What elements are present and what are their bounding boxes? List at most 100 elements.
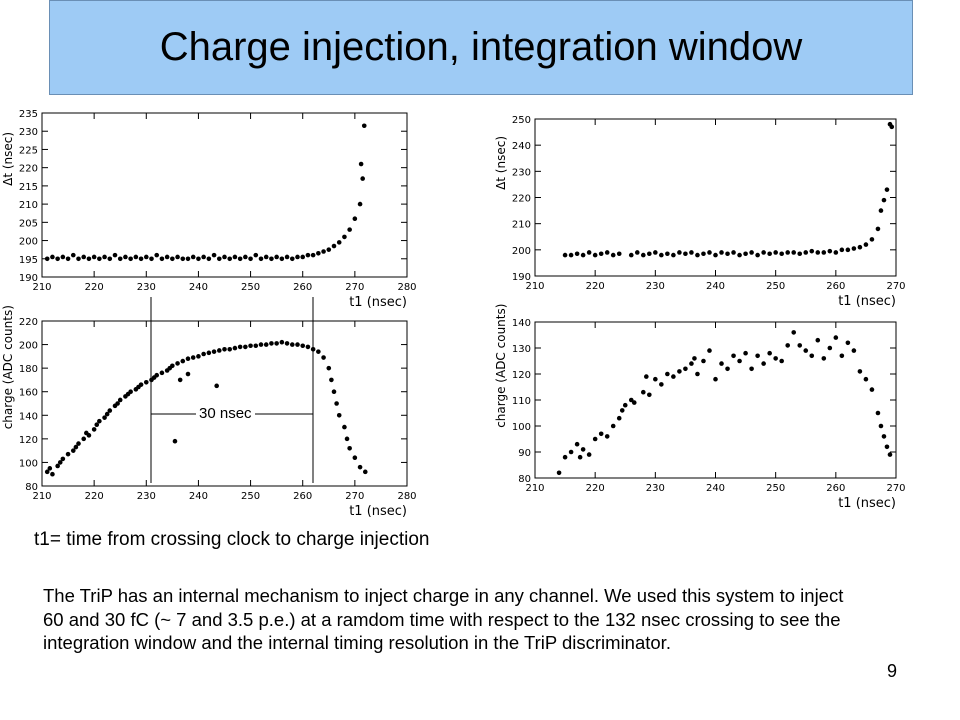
y-tick-label: 80	[518, 474, 531, 485]
chart-charge-bottom-left: 210 220 230 240 250 260 270 280 80 100 120 140 160 18…	[1, 305, 417, 519]
data-point	[610, 423, 616, 429]
data-point	[692, 356, 697, 361]
x-tick-label: 260	[293, 491, 312, 502]
data-point	[586, 250, 592, 255]
data-point	[785, 343, 790, 348]
data-point	[159, 256, 165, 262]
data-point	[821, 250, 827, 255]
data-point	[610, 252, 616, 258]
data-point	[133, 254, 139, 260]
data-point	[665, 251, 670, 257]
data-point	[352, 216, 358, 221]
data-point	[284, 254, 290, 260]
data-point	[671, 374, 676, 379]
data-point	[619, 408, 625, 413]
y-tick-label: 230	[19, 127, 38, 138]
data-point	[767, 350, 772, 356]
data-point	[73, 444, 79, 450]
data-point	[316, 251, 321, 256]
data-point	[358, 161, 364, 167]
data-point	[361, 123, 367, 129]
y-tick-label: 195	[19, 255, 38, 266]
data-point	[128, 389, 133, 395]
data-point	[211, 349, 217, 354]
data-point	[357, 464, 363, 470]
data-point	[737, 252, 742, 258]
data-point	[671, 252, 676, 258]
data-point	[172, 438, 178, 444]
data-point	[321, 355, 326, 360]
data-point	[761, 250, 766, 255]
x-tick-label: 220	[85, 491, 104, 502]
data-point	[222, 254, 227, 260]
data-point	[875, 226, 881, 232]
data-point	[878, 208, 884, 213]
data-point	[190, 254, 196, 260]
x-tick-label: 250	[241, 282, 260, 293]
y-tick-label: 205	[19, 218, 38, 229]
data-point	[647, 251, 652, 257]
data-point	[857, 369, 863, 374]
data-point	[731, 353, 736, 359]
data-point	[232, 254, 238, 260]
data-point	[352, 455, 358, 461]
x-tick-label: 210	[32, 491, 51, 502]
data-point	[815, 250, 821, 255]
data-point	[809, 248, 815, 254]
data-point	[196, 354, 201, 359]
data-point	[574, 441, 580, 447]
x-axis-label: t1 (nsec)	[838, 294, 896, 309]
data-point	[50, 471, 55, 477]
data-point	[263, 342, 269, 347]
x-tick-label: 270	[345, 491, 364, 502]
data-point	[580, 252, 586, 258]
x-tick-label: 250	[766, 483, 785, 494]
data-point	[300, 254, 306, 260]
data-point	[97, 418, 102, 424]
x-axis-label: t1 (nsec)	[349, 295, 407, 310]
data-point	[743, 350, 748, 356]
data-point	[331, 389, 337, 395]
slide-title: Charge injection, integration window	[159, 25, 803, 69]
y-tick-label: 120	[512, 370, 531, 381]
data-point	[44, 256, 50, 262]
data-point	[562, 252, 568, 258]
data-point	[659, 382, 664, 387]
data-point	[863, 376, 869, 382]
data-point	[887, 452, 893, 457]
y-tick-label: 160	[19, 388, 38, 399]
plot-frame	[41, 320, 408, 487]
x-tick-label: 270	[886, 281, 905, 292]
data-point	[851, 246, 857, 251]
x-axis-label: t1 (nsec)	[349, 504, 407, 519]
data-point	[803, 348, 809, 353]
data-point	[683, 366, 688, 372]
data-point	[761, 361, 766, 366]
data-point	[107, 256, 113, 262]
data-point	[884, 187, 890, 192]
data-point	[143, 254, 149, 260]
data-point	[598, 251, 604, 257]
data-point	[604, 434, 610, 439]
x-tick-label: 260	[826, 281, 845, 292]
x-tick-label: 210	[32, 282, 51, 293]
data-point	[138, 256, 144, 262]
y-axis-label: charge (ADC counts)	[1, 305, 15, 429]
data-point	[175, 254, 180, 260]
data-point	[274, 254, 279, 260]
data-point	[556, 470, 562, 476]
y-tick-label: 225	[19, 145, 38, 156]
data-point	[310, 252, 316, 258]
data-point	[206, 256, 212, 262]
y-axis-label: Δt (nsec)	[1, 132, 15, 186]
data-point	[128, 256, 133, 262]
data-point	[76, 441, 81, 446]
data-point	[634, 250, 640, 255]
data-point	[227, 256, 233, 262]
data-point	[115, 401, 120, 406]
data-point	[305, 252, 311, 258]
data-point	[154, 372, 160, 378]
x-tick-label: 210	[525, 281, 544, 292]
body-paragraph: The TriP has an internal mechanism to in…	[43, 585, 844, 653]
x-tick-label: 220	[85, 282, 104, 293]
